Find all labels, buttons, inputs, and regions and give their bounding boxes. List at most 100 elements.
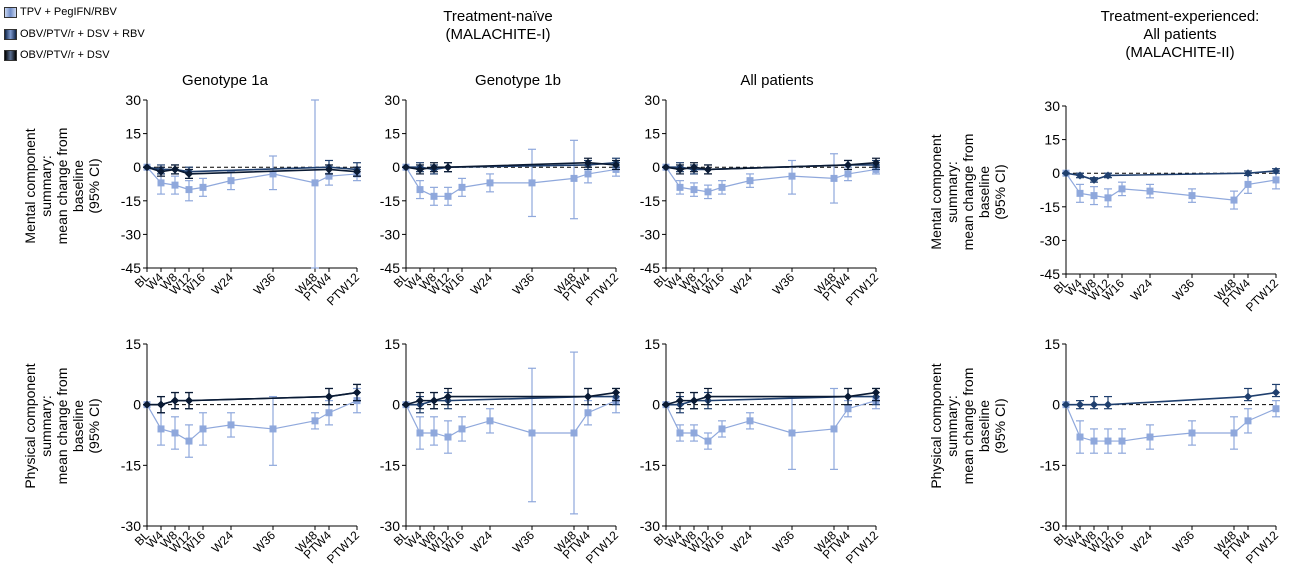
data-point	[1090, 192, 1098, 200]
data-point	[416, 165, 424, 174]
x-tick-label: W24	[209, 528, 237, 556]
data-point	[1188, 192, 1196, 200]
data-point	[570, 174, 578, 182]
data-point	[746, 177, 754, 185]
data-point	[325, 409, 333, 417]
data-point	[416, 186, 424, 194]
series-0	[662, 153, 880, 204]
data-point	[325, 165, 333, 174]
data-point	[444, 163, 452, 172]
data-point	[1104, 194, 1112, 202]
data-point	[662, 400, 670, 409]
x-tick-label: W36	[510, 528, 538, 556]
data-point	[157, 179, 165, 187]
y-tick-label: -30	[640, 518, 660, 534]
y-tick-label: -15	[380, 193, 400, 209]
data-point	[690, 186, 698, 194]
series-1	[1062, 383, 1280, 410]
data-point	[157, 167, 165, 176]
data-point	[1090, 175, 1098, 184]
y-tick-label: -30	[380, 518, 400, 534]
series-line	[665, 400, 877, 442]
data-point	[1076, 171, 1084, 180]
data-point	[676, 183, 684, 191]
data-point	[1076, 433, 1084, 441]
y-tick-label: 0	[1052, 397, 1060, 413]
data-point	[788, 172, 796, 180]
data-point	[430, 192, 438, 200]
series-0	[143, 99, 361, 269]
x-tick-label: W36	[510, 270, 538, 298]
x-tick-label: W24	[728, 528, 756, 556]
data-point	[528, 429, 536, 437]
data-point	[704, 437, 712, 445]
data-point	[227, 177, 235, 185]
data-point	[1062, 169, 1070, 178]
x-tick-label: W24	[728, 270, 756, 298]
data-point	[1104, 400, 1112, 409]
x-tick-label: W24	[1128, 528, 1156, 556]
y-tick-label: -15	[121, 457, 141, 473]
data-point	[185, 169, 193, 178]
data-point	[171, 396, 179, 405]
data-point	[830, 174, 838, 182]
data-point	[676, 396, 684, 405]
y-tick-label: 0	[1052, 165, 1060, 181]
data-point	[1146, 433, 1154, 441]
data-point	[844, 170, 852, 178]
series-1	[1062, 166, 1280, 184]
y-tick-label: 0	[652, 159, 660, 175]
series-0	[143, 387, 361, 466]
series-line	[405, 166, 617, 197]
data-point	[430, 429, 438, 437]
y-tick-label: 15	[1044, 132, 1060, 148]
data-point	[570, 429, 578, 437]
data-point	[444, 433, 452, 441]
data-point	[528, 179, 536, 187]
x-tick-label: W24	[468, 270, 496, 298]
header-experienced-line2: All patients	[1143, 26, 1217, 43]
y-tick-label: 15	[644, 336, 660, 352]
y-tick-label: -30	[1040, 232, 1060, 248]
data-point	[612, 388, 620, 397]
data-point	[830, 425, 838, 433]
data-point	[788, 429, 796, 437]
header-naive-line2: (MALACHITE-I)	[445, 26, 551, 43]
data-point	[227, 421, 235, 429]
data-point	[1118, 185, 1126, 193]
data-point	[171, 181, 179, 189]
y-tick-label: -30	[121, 226, 141, 242]
legend-label-tpv: TPV + PegIFN/RBV	[20, 6, 117, 18]
data-point	[325, 172, 333, 180]
data-point	[584, 158, 592, 167]
data-point	[1230, 196, 1238, 204]
data-point	[486, 417, 494, 425]
data-point	[402, 163, 410, 172]
data-point	[676, 165, 684, 174]
series-0	[1062, 400, 1280, 454]
x-tick-label: W36	[1170, 528, 1198, 556]
data-point	[353, 167, 361, 176]
legend-label-obv-dsv: OBV/PTV/r + DSV	[20, 49, 110, 61]
series-line	[405, 400, 617, 438]
y-tick-label: -15	[640, 457, 660, 473]
data-point	[1230, 429, 1238, 437]
data-point	[1244, 417, 1252, 425]
data-point	[185, 186, 193, 194]
y-tick-label: 15	[644, 126, 660, 142]
y-tick-label: 30	[125, 92, 141, 108]
series-2	[402, 387, 620, 410]
y-tick-label: -45	[121, 260, 141, 276]
data-point	[612, 160, 620, 169]
y-tick-label: -30	[1040, 518, 1060, 534]
series-line	[1065, 172, 1277, 201]
data-point	[269, 170, 277, 178]
data-point	[1062, 400, 1070, 409]
y-tick-label: 30	[384, 92, 400, 108]
data-point	[844, 160, 852, 169]
